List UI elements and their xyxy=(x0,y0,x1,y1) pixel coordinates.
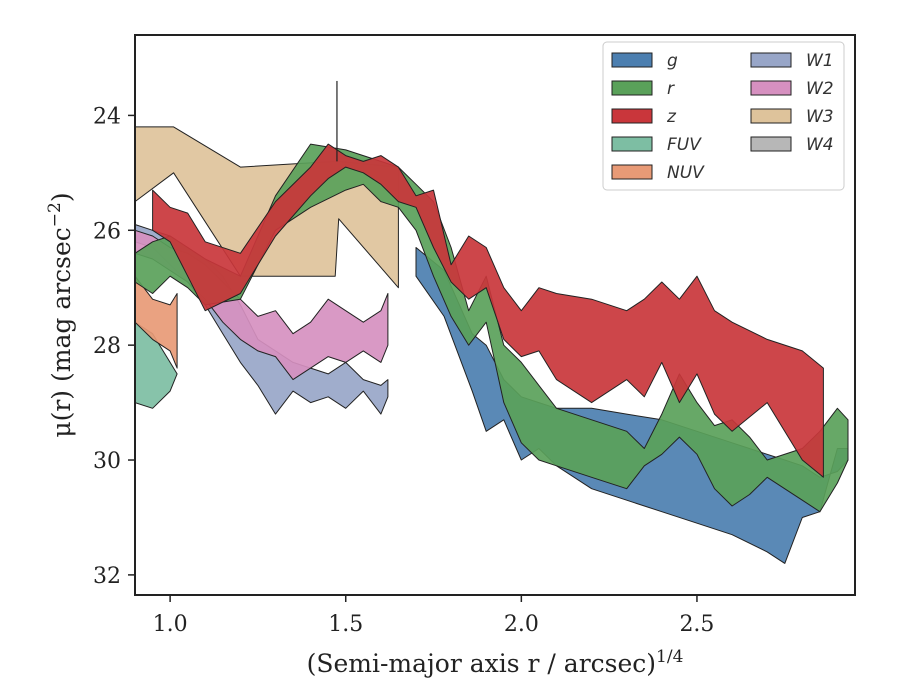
legend-swatch-fuv xyxy=(611,136,653,152)
legend-swatch-w1 xyxy=(750,52,792,68)
legend-box xyxy=(602,41,845,191)
x-axis-ticks: 1.0 1.5 2.0 2.5 xyxy=(153,595,714,637)
band-nuv xyxy=(134,275,178,369)
legend-label-r: r xyxy=(667,79,675,99)
legend-label-w1: W1 xyxy=(806,51,834,71)
legend-swatch-r xyxy=(611,80,653,96)
legend-label-w2: W2 xyxy=(806,79,834,99)
x-tick-label: 2.0 xyxy=(504,612,539,637)
legend-swatch-w2 xyxy=(750,80,792,96)
x-tick-label: 1.0 xyxy=(153,612,188,637)
legend-label-z: z xyxy=(666,107,677,127)
y-axis-label: μ(r) (mag arcsec−2) xyxy=(45,192,76,437)
band-z xyxy=(152,143,824,478)
legend-swatch-w3 xyxy=(750,108,792,124)
y-tick-label: 32 xyxy=(93,564,121,589)
legend-swatch-nuv xyxy=(611,164,653,180)
legend-swatch-z xyxy=(611,108,653,124)
x-tick-label: 1.5 xyxy=(328,612,363,637)
x-tick-label: 2.5 xyxy=(679,612,714,637)
legend-label-w3: W3 xyxy=(806,107,834,127)
y-tick-label: 26 xyxy=(93,219,121,244)
x-axis-label: (Semi-major axis r / arcsec)1/4 xyxy=(307,647,684,678)
y-tick-label: 24 xyxy=(93,104,121,129)
y-axis-ticks: 24 26 28 30 32 xyxy=(93,104,135,589)
legend-swatch-g xyxy=(611,52,653,68)
legend-label-g: g xyxy=(667,51,678,71)
y-tick-label: 28 xyxy=(93,334,121,359)
legend-swatch-w4 xyxy=(750,136,792,152)
y-tick-label: 30 xyxy=(93,449,121,474)
band-r xyxy=(134,143,849,513)
legend: grz FUV NUV W1 W2 W3 W4 xyxy=(602,41,845,191)
legend-label-w4: W4 xyxy=(806,135,834,155)
legend-label-fuv: FUV xyxy=(667,135,702,155)
legend-label-nuv: NUV xyxy=(667,163,705,183)
data-bands xyxy=(134,126,849,564)
plot-frame xyxy=(134,34,856,596)
